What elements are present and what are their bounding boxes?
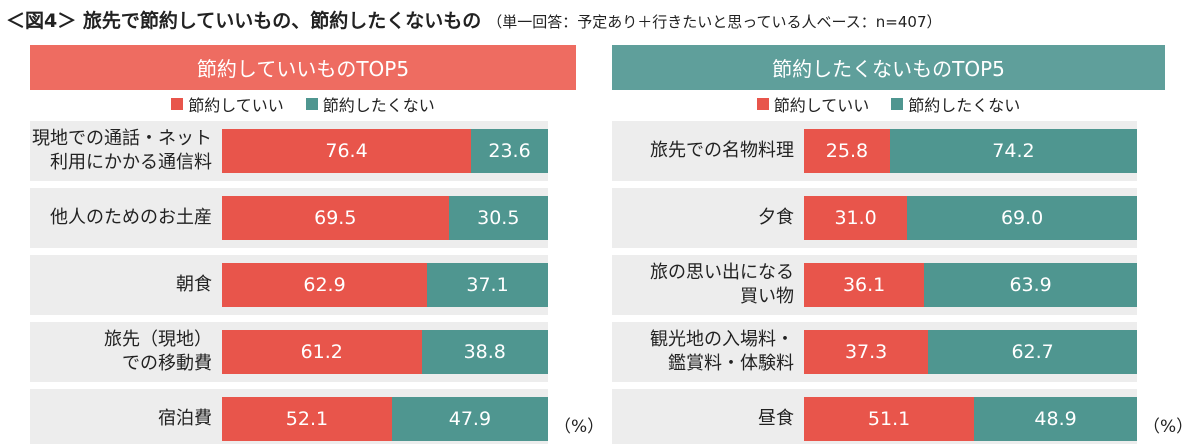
category-label: 朝食: [176, 274, 212, 295]
value-label: 31.0: [834, 207, 877, 229]
value-label: 30.5: [477, 207, 520, 229]
value-label: 37.1: [466, 274, 509, 296]
category-label: 昼食: [758, 408, 794, 429]
value-label: 23.6: [488, 140, 531, 162]
legend-swatch: [756, 98, 769, 110]
bar-segment: [421, 330, 548, 374]
category-label: 現地での通話・ネット 利用にかかる通信料: [32, 128, 212, 173]
unit-label: （%）: [1143, 417, 1194, 437]
legend-swatch: [305, 98, 318, 110]
bar-segment: [924, 263, 1137, 307]
legend-item: 節約していい: [171, 92, 284, 116]
value-label: 37.3: [844, 341, 888, 363]
value-label: 61.2: [300, 341, 343, 363]
bar-segment: [222, 196, 449, 240]
value-label: 36.1: [842, 274, 886, 296]
value-label: 62.7: [1011, 341, 1054, 363]
bar-segment: [471, 129, 548, 173]
bar-segment: [222, 129, 472, 173]
bar-segment: [804, 196, 908, 240]
legend: 節約していい 節約したくない: [612, 92, 1165, 116]
bar-segment: [427, 263, 548, 307]
bar-segment: [907, 196, 1137, 240]
legend-swatch: [891, 98, 904, 110]
category-label: 旅の思い出になる 買い物: [650, 262, 794, 307]
bar-segment: [222, 330, 422, 374]
category-label: 宿泊費: [158, 408, 212, 429]
legend: 節約していい 節約したくない: [30, 92, 576, 116]
bar-segment: [804, 330, 929, 374]
bar-segment: [804, 263, 925, 307]
category-label: 他人のためのお土産: [50, 207, 212, 228]
title-text: ＜図4＞ 旅先で節約していいもの、節約したくないもの: [6, 10, 482, 32]
value-label: 69.0: [1000, 207, 1044, 229]
bar-segment: [448, 196, 548, 240]
legend-swatch: [171, 98, 184, 110]
value-label: 76.4: [325, 140, 368, 162]
legend-label: 節約したくない: [908, 96, 1021, 115]
bar-segment: [804, 397, 975, 441]
page-title: ＜図4＞ 旅先で節約していいもの、節約したくないもの （単一回答：予定あり＋行きた…: [6, 6, 942, 33]
bar-segment: [222, 397, 392, 441]
bar-segment: [222, 263, 428, 307]
category-label: 旅先での名物料理: [650, 140, 794, 161]
bar-segment: [889, 129, 1137, 173]
bar-segment: [974, 397, 1137, 441]
legend-label: 節約していい: [773, 96, 870, 115]
bar-segment: [928, 330, 1137, 374]
value-label: 51.1: [867, 408, 911, 430]
category-label: 観光地の入場料・ 鑑賞料・体験料: [650, 329, 794, 374]
legend-item: 節約していい: [756, 92, 870, 116]
value-label: 52.1: [285, 408, 329, 430]
value-label: 38.8: [463, 341, 506, 363]
value-label: 25.8: [825, 140, 869, 162]
value-label: 74.2: [992, 140, 1035, 162]
value-label: 62.9: [303, 274, 346, 296]
value-label: 47.9: [448, 408, 492, 430]
panel-header: 節約していいものTOP5: [30, 45, 576, 90]
bar-segment: [804, 129, 890, 173]
category-label: 旅先（現地） での移動費: [104, 329, 212, 374]
bar-segment: [391, 397, 548, 441]
legend-label: 節約したくない: [322, 96, 435, 115]
category-label: 夕食: [758, 207, 794, 228]
value-label: 48.9: [1034, 408, 1077, 430]
note: （単一回答：予定あり＋行きたいと思っている人ベース：n=407）: [487, 13, 942, 31]
value-label: 63.9: [1009, 274, 1052, 296]
value-label: 69.5: [314, 207, 357, 229]
unit-label: （%）: [554, 417, 605, 437]
legend-item: 節約したくない: [305, 92, 435, 116]
panel-header: 節約したくないものTOP5: [612, 45, 1165, 90]
legend-label: 節約していい: [188, 96, 284, 115]
legend-item: 節約したくない: [891, 92, 1020, 116]
